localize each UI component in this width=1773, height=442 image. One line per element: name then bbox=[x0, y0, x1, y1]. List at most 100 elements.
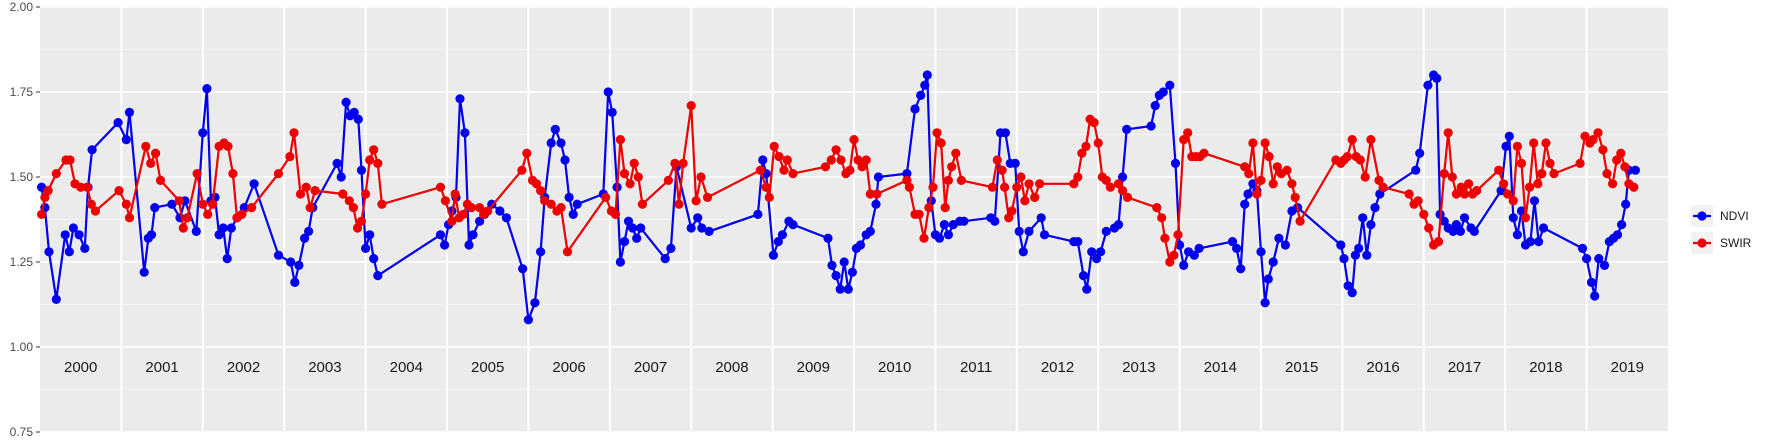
data-point bbox=[1073, 237, 1083, 247]
data-point bbox=[475, 216, 485, 226]
data-point bbox=[226, 223, 236, 233]
data-point bbox=[151, 148, 161, 158]
series-layer bbox=[37, 70, 1640, 325]
data-point bbox=[1413, 196, 1423, 206]
data-point bbox=[121, 135, 131, 145]
data-point bbox=[64, 247, 74, 257]
data-point bbox=[1629, 182, 1639, 192]
y-tick-label: 1.75 bbox=[10, 85, 34, 99]
data-point bbox=[295, 189, 306, 199]
data-point bbox=[1512, 141, 1522, 151]
data-point bbox=[1432, 73, 1442, 83]
data-point bbox=[768, 250, 779, 260]
data-point bbox=[693, 213, 703, 223]
year-label: 2004 bbox=[390, 359, 423, 376]
data-point bbox=[1290, 192, 1300, 202]
data-point bbox=[146, 158, 156, 168]
data-point bbox=[1347, 288, 1357, 298]
data-point bbox=[146, 230, 157, 240]
data-point bbox=[1342, 152, 1352, 162]
data-point bbox=[305, 203, 315, 213]
data-point bbox=[458, 209, 468, 219]
data-point bbox=[625, 179, 635, 189]
data-point bbox=[1537, 169, 1547, 179]
data-point bbox=[1433, 237, 1444, 247]
data-point bbox=[1263, 274, 1273, 284]
data-point bbox=[1122, 192, 1133, 202]
data-point bbox=[1459, 189, 1470, 199]
data-point bbox=[1525, 237, 1535, 247]
data-point bbox=[1355, 155, 1365, 165]
year-label: 2015 bbox=[1285, 359, 1318, 376]
data-point bbox=[80, 243, 90, 253]
data-point bbox=[1093, 138, 1103, 148]
data-point bbox=[536, 247, 546, 257]
data-point bbox=[518, 264, 528, 274]
data-point bbox=[1343, 281, 1353, 291]
data-point bbox=[1081, 141, 1091, 151]
data-point bbox=[361, 243, 371, 253]
year-label: 2005 bbox=[471, 359, 504, 376]
data-point bbox=[1439, 169, 1449, 179]
data-point bbox=[90, 206, 100, 216]
data-point bbox=[1504, 131, 1514, 141]
data-point bbox=[1000, 128, 1011, 138]
data-point bbox=[560, 155, 570, 165]
data-point bbox=[464, 240, 474, 250]
data-point bbox=[460, 128, 470, 138]
data-point bbox=[1146, 121, 1156, 131]
year-label: 2010 bbox=[878, 359, 911, 376]
data-point bbox=[920, 80, 930, 90]
data-point bbox=[861, 155, 871, 165]
data-point bbox=[1350, 250, 1360, 260]
data-point bbox=[1503, 189, 1513, 199]
legend-item-swir: SWIR bbox=[1691, 232, 1752, 254]
data-point bbox=[1260, 298, 1270, 308]
data-point bbox=[1469, 226, 1479, 236]
data-point bbox=[1582, 254, 1592, 264]
data-point bbox=[356, 216, 367, 226]
data-point bbox=[1617, 220, 1627, 230]
data-point bbox=[218, 223, 228, 233]
data-point bbox=[873, 172, 884, 182]
data-point bbox=[619, 169, 630, 179]
year-label: 2018 bbox=[1529, 359, 1562, 376]
data-point bbox=[1248, 138, 1258, 148]
data-point bbox=[202, 84, 212, 94]
data-point bbox=[361, 189, 371, 199]
data-point bbox=[603, 87, 613, 97]
data-point bbox=[1113, 220, 1124, 230]
data-point bbox=[1586, 277, 1597, 287]
data-point bbox=[924, 203, 934, 213]
data-point bbox=[1516, 158, 1527, 168]
data-point bbox=[1347, 135, 1357, 145]
data-point bbox=[666, 243, 676, 253]
data-point bbox=[1529, 196, 1540, 206]
data-point bbox=[1150, 101, 1160, 111]
data-point bbox=[1118, 186, 1128, 196]
data-point bbox=[338, 189, 348, 199]
data-point bbox=[615, 135, 626, 145]
data-point bbox=[344, 196, 354, 206]
data-point bbox=[959, 216, 969, 226]
data-point bbox=[1598, 145, 1608, 155]
data-point bbox=[1170, 158, 1181, 168]
year-label: 2014 bbox=[1204, 359, 1237, 376]
data-point bbox=[37, 209, 47, 219]
data-point bbox=[1157, 213, 1167, 223]
data-point bbox=[865, 226, 875, 236]
data-point bbox=[435, 182, 446, 192]
data-point bbox=[353, 114, 363, 124]
data-point bbox=[369, 145, 379, 155]
data-point bbox=[990, 216, 1000, 226]
data-point bbox=[517, 165, 527, 175]
data-point bbox=[1069, 179, 1079, 189]
data-point bbox=[758, 155, 768, 165]
legend-label: SWIR bbox=[1720, 236, 1752, 250]
data-point bbox=[294, 260, 304, 270]
data-point bbox=[450, 189, 460, 199]
data-point bbox=[1366, 220, 1376, 230]
data-point bbox=[483, 206, 493, 216]
data-point bbox=[1411, 165, 1421, 175]
